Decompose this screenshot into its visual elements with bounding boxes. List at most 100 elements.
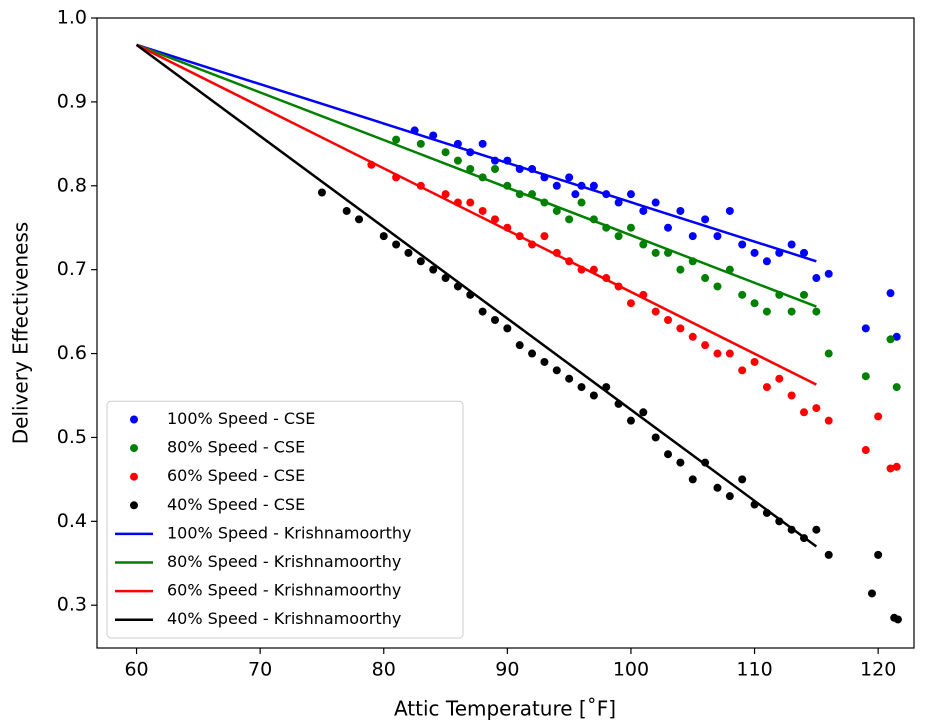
scatter-point [725, 349, 734, 358]
scatter-point [738, 475, 747, 484]
scatter-point [651, 248, 660, 257]
scatter-point [342, 206, 351, 215]
scatter-point [664, 450, 673, 459]
x-axis-label: Attic Temperature [˚F] [394, 697, 616, 721]
scatter-point [886, 335, 895, 344]
scatter-point [893, 615, 902, 624]
scatter-point [639, 206, 648, 215]
y-tick-label: 0.6 [57, 342, 87, 364]
scatter-point [614, 198, 623, 207]
scatter-point [639, 408, 648, 417]
scatter-point [552, 206, 561, 215]
scatter-point [589, 181, 598, 190]
scatter-point [812, 274, 821, 283]
scatter-point [892, 332, 901, 341]
scatter-point [503, 324, 512, 333]
legend-label: 40% Speed - Krishnamoorthy [167, 609, 401, 628]
scatter-point [861, 324, 870, 333]
legend-label: 80% Speed - CSE [167, 438, 305, 457]
scatter-point [626, 299, 635, 308]
scatter-point [466, 164, 475, 173]
scatter-point [416, 139, 425, 148]
legend-label: 100% Speed - Krishnamoorthy [167, 523, 412, 542]
scatter-point [762, 257, 771, 266]
scatter-point [688, 475, 697, 484]
scatter-point [540, 232, 549, 241]
scatter-point [416, 257, 425, 266]
scatter-point [392, 135, 401, 144]
y-tick-label: 0.9 [57, 90, 87, 112]
scatter-point [824, 416, 833, 425]
y-tick-label: 0.8 [57, 174, 87, 196]
scatter-point [812, 404, 821, 413]
x-tick-label: 100 [613, 659, 649, 681]
legend-marker [130, 472, 138, 481]
scatter-point [565, 215, 574, 224]
scatter-point [874, 550, 883, 559]
scatter-point [713, 282, 722, 291]
scatter-point [379, 232, 388, 241]
scatter-point [528, 349, 537, 358]
scatter-point [626, 416, 635, 425]
scatter-point [867, 589, 876, 598]
scatter-point [429, 265, 438, 274]
scatter-point [713, 349, 722, 358]
scatter-point [515, 341, 524, 350]
scatter-point [639, 240, 648, 249]
x-tick-label: 70 [248, 659, 272, 681]
scatter-point [787, 240, 796, 249]
legend-box [106, 400, 464, 639]
scatter-point [775, 374, 784, 383]
scatter-point [750, 357, 759, 366]
x-tick-label: 80 [372, 659, 396, 681]
scatter-point [490, 315, 499, 324]
scatter-point [441, 190, 450, 199]
y-tick-label: 0.5 [57, 426, 87, 448]
scatter-point [552, 181, 561, 190]
plot-frame [96, 17, 915, 649]
scatter-point [750, 299, 759, 308]
legend-label: 60% Speed - Krishnamoorthy [167, 581, 401, 600]
fit-line [136, 43, 817, 263]
scatter-point [317, 188, 326, 197]
x-tick-label: 60 [124, 659, 148, 681]
y-axis-label: Delivery Effectiveness [9, 222, 33, 444]
scatter-point [812, 307, 821, 316]
scatter-point [701, 215, 710, 224]
scatter-point [441, 148, 450, 157]
scatter-point [651, 307, 660, 316]
x-tick-label: 110 [736, 659, 772, 681]
fit-line [135, 43, 817, 386]
y-tick-label: 0.3 [57, 594, 87, 616]
scatter-point [824, 550, 833, 559]
scatter-point [577, 198, 586, 207]
legend-label: 100% Speed - CSE [167, 409, 315, 428]
scatter-point [540, 357, 549, 366]
scatter-point [478, 307, 487, 316]
scatter-point [441, 274, 450, 283]
legend-marker [130, 501, 138, 510]
scatter-point [762, 307, 771, 316]
scatter-point [404, 248, 413, 257]
scatter-point [787, 391, 796, 400]
scatter-point [861, 372, 870, 381]
scatter-point [614, 232, 623, 241]
scatter-point [812, 525, 821, 534]
scatter-point [886, 289, 895, 298]
scatter-point [799, 408, 808, 417]
scatter-point [664, 223, 673, 232]
scatter-point [676, 265, 685, 274]
scatter-point [874, 412, 883, 421]
scatter-point [688, 232, 697, 241]
scatter-point [762, 383, 771, 392]
scatter-point [392, 240, 401, 249]
scatter-point [824, 349, 833, 358]
scatter-point [787, 307, 796, 316]
scatter-point [676, 324, 685, 333]
scatter-point [651, 433, 660, 442]
scatter-point [676, 458, 685, 467]
scatter-point [701, 274, 710, 283]
scatter-point [478, 206, 487, 215]
scatter-point [571, 190, 580, 199]
